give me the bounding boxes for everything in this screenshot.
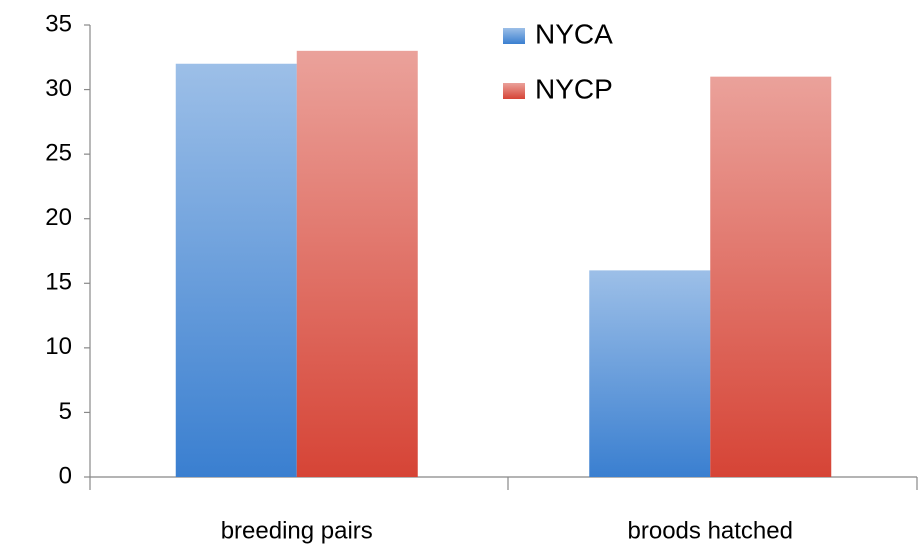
y-tick-label: 5 xyxy=(59,398,72,425)
legend-label: NYCP xyxy=(535,73,613,104)
x-tick-label: broods hatched xyxy=(628,517,793,544)
bar xyxy=(296,50,418,477)
y-tick-label: 20 xyxy=(45,204,72,231)
y-tick-label: 10 xyxy=(45,333,72,360)
bar xyxy=(710,76,832,478)
x-tick-label: breeding pairs xyxy=(221,517,373,544)
y-tick-label: 15 xyxy=(45,269,72,296)
legend-label: NYCA xyxy=(535,18,613,49)
y-tick-label: 30 xyxy=(45,75,72,102)
y-tick-label: 25 xyxy=(45,139,72,166)
bar xyxy=(175,63,297,477)
bar xyxy=(589,270,711,477)
y-tick-label: 35 xyxy=(45,10,72,37)
legend-swatch xyxy=(503,83,525,99)
y-tick-label: 0 xyxy=(59,462,72,489)
legend-swatch xyxy=(503,28,525,44)
